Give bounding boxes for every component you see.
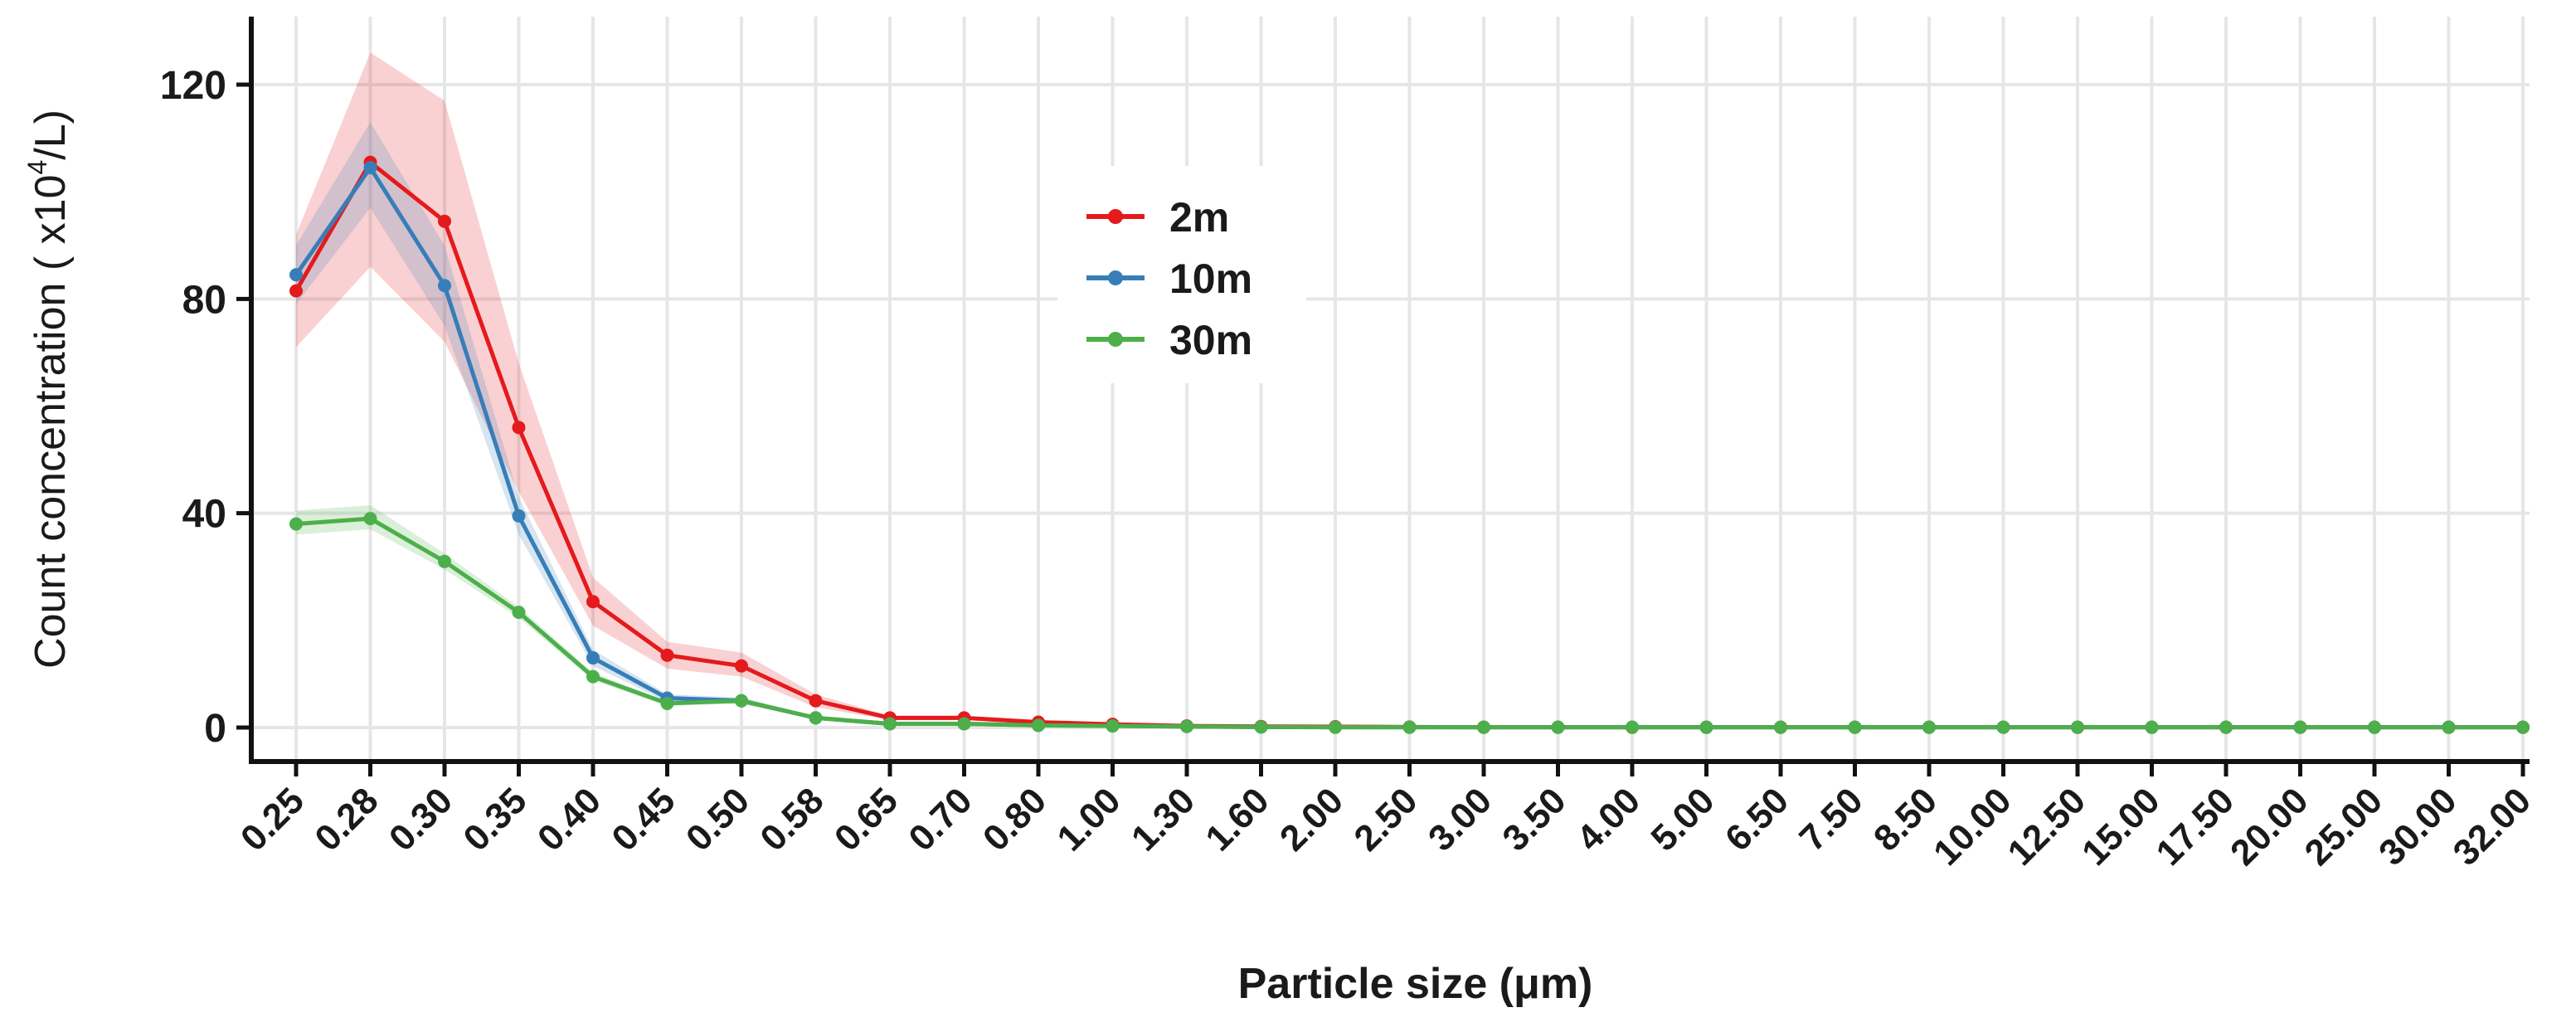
x-tick-label: 1.60 bbox=[1198, 780, 1276, 859]
x-tick-label: 3.00 bbox=[1421, 780, 1499, 859]
x-tick-label: 15.00 bbox=[2074, 780, 2168, 874]
x-tick-label: 6.50 bbox=[1718, 780, 1796, 859]
data-point-30m bbox=[2442, 720, 2456, 734]
legend: 2m 10m 30m bbox=[1057, 166, 1306, 383]
x-tick-label: 17.50 bbox=[2149, 780, 2243, 874]
x-tick-label: 0.25 bbox=[233, 780, 312, 859]
legend-label: 2m bbox=[1169, 194, 1229, 241]
x-tick-label: 2.00 bbox=[1272, 780, 1351, 859]
legend-item-10m: 10m bbox=[1086, 256, 1252, 302]
data-point-30m bbox=[2293, 720, 2307, 734]
data-point-30m bbox=[1699, 720, 1713, 734]
y-tick-label: 40 bbox=[182, 493, 226, 537]
x-tick-label: 12.50 bbox=[2000, 780, 2094, 874]
data-point-2m bbox=[289, 284, 303, 298]
x-tick-label: 0.45 bbox=[604, 780, 683, 859]
data-point-30m bbox=[1774, 720, 1787, 734]
x-tick-label: 0.80 bbox=[975, 780, 1054, 859]
data-point-2m bbox=[660, 648, 674, 662]
series-points bbox=[289, 155, 2530, 734]
x-tick-label: 0.30 bbox=[382, 780, 460, 859]
x-tick-label: 5.00 bbox=[1643, 780, 1722, 859]
data-point-30m bbox=[660, 696, 674, 710]
data-point-30m bbox=[363, 512, 377, 526]
y-tick-labels: 0 40 80 120 bbox=[160, 64, 251, 751]
data-point-30m bbox=[735, 694, 748, 708]
data-point-30m bbox=[438, 554, 451, 568]
data-point-30m bbox=[1626, 720, 1639, 734]
data-point-30m bbox=[289, 517, 303, 531]
x-tick-label: 10.00 bbox=[1926, 780, 2019, 874]
y-axis-title-suffix: /L) bbox=[27, 110, 75, 160]
x-tick-label: 0.65 bbox=[827, 780, 906, 859]
x-tick-label: 0.40 bbox=[530, 780, 609, 859]
data-point-30m bbox=[2368, 720, 2381, 734]
data-point-30m bbox=[2516, 720, 2530, 734]
legend-swatch-point bbox=[1108, 332, 1123, 347]
data-point-30m bbox=[809, 711, 823, 725]
data-point-30m bbox=[1848, 720, 1862, 734]
x-tick-label: 3.50 bbox=[1495, 780, 1573, 859]
x-tick-label: 1.00 bbox=[1049, 780, 1128, 859]
x-tick-label: 7.50 bbox=[1791, 780, 1870, 859]
x-tick-label: 20.00 bbox=[2223, 780, 2316, 874]
x-tick-label: 0.70 bbox=[901, 780, 979, 859]
data-point-2m bbox=[586, 595, 600, 609]
x-tick-labels: 0.250.280.300.350.400.450.500.580.650.70… bbox=[233, 762, 2539, 874]
y-tick-label: 80 bbox=[182, 278, 226, 322]
data-point-30m bbox=[1180, 719, 1193, 733]
x-tick-label: 1.30 bbox=[1124, 780, 1203, 859]
data-point-30m bbox=[512, 606, 526, 620]
x-axis-title: Particle size (μm) bbox=[1238, 960, 1593, 1008]
legend-swatch-point bbox=[1108, 270, 1123, 285]
y-axis-title-prefix: Count concentration ( x10 bbox=[27, 175, 75, 669]
data-point-2m bbox=[438, 214, 451, 228]
x-tick-label: 0.58 bbox=[752, 780, 831, 859]
legend-swatch-point bbox=[1108, 209, 1123, 224]
data-point-30m bbox=[1032, 718, 1045, 733]
y-axis-title-superscript: 4 bbox=[22, 160, 52, 175]
x-tick-label: 30.00 bbox=[2371, 780, 2465, 874]
x-tick-label: 4.00 bbox=[1569, 780, 1648, 859]
data-point-2m bbox=[735, 659, 748, 673]
data-point-10m bbox=[586, 651, 600, 665]
legend-background bbox=[1057, 166, 1306, 383]
x-tick-label: 0.50 bbox=[678, 780, 757, 859]
x-tick-label: 32.00 bbox=[2446, 780, 2540, 874]
data-point-30m bbox=[957, 717, 971, 731]
data-point-30m bbox=[1329, 720, 1342, 734]
legend-item-2m: 2m bbox=[1086, 194, 1229, 241]
y-tick-label: 0 bbox=[204, 707, 226, 751]
data-point-30m bbox=[1402, 720, 1417, 734]
data-point-10m bbox=[512, 509, 526, 523]
data-point-2m bbox=[512, 421, 526, 435]
y-tick-label: 120 bbox=[160, 64, 226, 108]
x-tick-label: 25.00 bbox=[2297, 780, 2391, 874]
data-point-30m bbox=[1106, 719, 1120, 733]
data-point-30m bbox=[2145, 720, 2159, 734]
x-tick-label: 0.28 bbox=[307, 780, 386, 859]
grid bbox=[251, 17, 2530, 762]
x-tick-label: 2.50 bbox=[1346, 780, 1425, 859]
data-point-30m bbox=[2071, 720, 2084, 734]
data-point-30m bbox=[1551, 720, 1565, 734]
data-point-30m bbox=[1477, 720, 1490, 734]
y-axis-title: Count concentration ( x104/L) bbox=[22, 110, 75, 669]
legend-item-30m: 30m bbox=[1086, 317, 1252, 363]
data-point-10m bbox=[289, 268, 303, 282]
data-point-10m bbox=[363, 161, 377, 175]
legend-label: 30m bbox=[1169, 317, 1252, 363]
data-point-30m bbox=[1922, 720, 1936, 734]
data-point-30m bbox=[586, 669, 600, 684]
legend-label: 10m bbox=[1169, 256, 1252, 302]
data-point-2m bbox=[809, 694, 823, 708]
data-point-30m bbox=[883, 717, 897, 731]
data-point-30m bbox=[1254, 720, 1268, 734]
data-point-30m bbox=[1996, 720, 2010, 734]
x-tick-label: 0.35 bbox=[455, 780, 534, 859]
data-point-30m bbox=[2219, 720, 2233, 734]
data-point-10m bbox=[438, 279, 451, 293]
